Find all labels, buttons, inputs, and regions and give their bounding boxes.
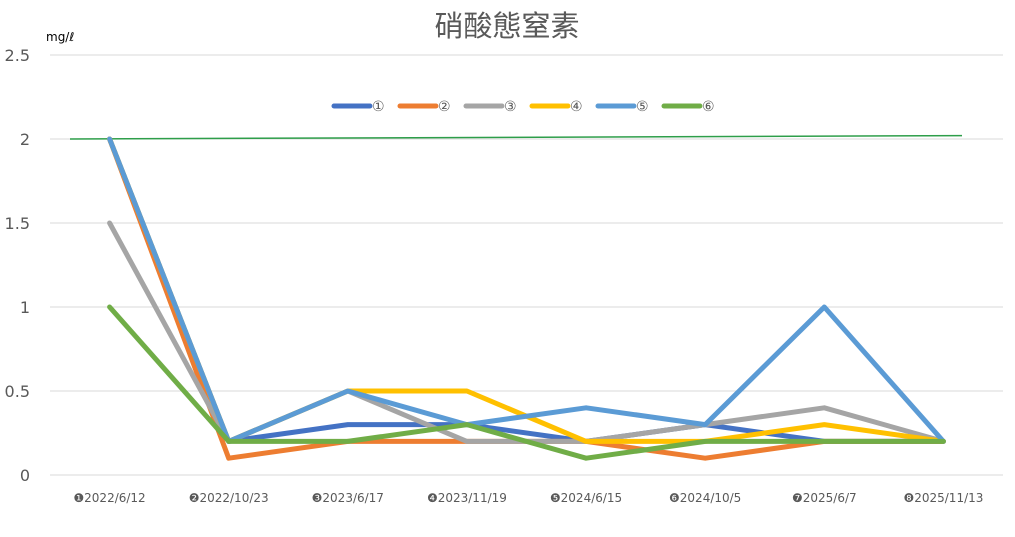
legend-label-4: ④: [570, 99, 583, 115]
legend-label-5: ⑤: [636, 99, 649, 115]
x-tick-label: ❹2023/11/19: [427, 491, 507, 505]
y-tick-label: 1: [20, 298, 30, 317]
series-line-5: [107, 136, 946, 444]
x-tick-label: ❽2025/11/13: [903, 491, 983, 505]
series-line-1: [107, 136, 946, 444]
y-tick-label: 2: [20, 130, 30, 149]
y-tick-label: 0: [20, 466, 30, 485]
x-tick-label: ❸2023/6/17: [312, 491, 384, 505]
legend-label-6: ⑥: [702, 99, 715, 115]
y-axis-unit-label: mg/ℓ: [46, 30, 74, 44]
legend: ① ② ③ ④ ⑤ ⑥: [331, 99, 715, 115]
x-tick-label: ❻2024/10/5: [669, 491, 741, 505]
x-axis-ticks: ❶2022/6/12 ❷2022/10/23 ❸2023/6/17 ❹2023/11/…: [73, 491, 983, 505]
y-tick-label: 2.5: [5, 46, 30, 65]
series-lines: [107, 136, 946, 461]
x-tick-label: ❺2024/6/15: [550, 491, 622, 505]
reference-line: [69, 134, 963, 140]
chart-title: 硝酸態窒素: [434, 9, 579, 43]
legend-label-1: ①: [372, 99, 385, 115]
y-axis-ticks: 0 0.5 1 1.5 2 2.5: [5, 46, 30, 485]
reference-line-group: [69, 134, 963, 140]
x-tick-label: ❼2025/6/7: [792, 491, 857, 505]
y-tick-label: 0.5: [5, 382, 30, 401]
x-tick-label: ❶2022/6/12: [73, 491, 145, 505]
legend-label-3: ③: [504, 99, 517, 115]
x-tick-label: ❷2022/10/23: [189, 491, 269, 505]
legend-label-2: ②: [438, 99, 451, 115]
series-line-6: [107, 304, 946, 461]
y-tick-label: 1.5: [5, 214, 30, 233]
